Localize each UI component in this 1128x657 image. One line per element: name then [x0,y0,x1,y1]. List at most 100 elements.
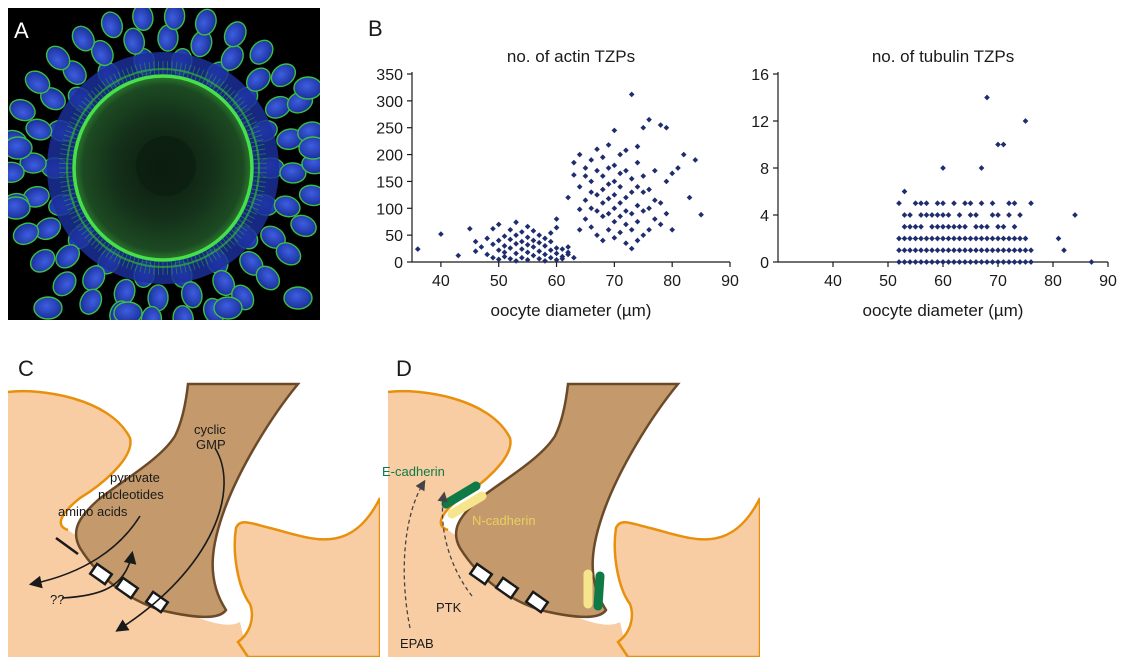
scatter-point [978,200,985,207]
scatter-point [1006,235,1012,242]
granulosa-nucleus [298,136,320,160]
y-tick-label: 0 [394,255,403,272]
scatter-point [675,165,681,171]
scatter-point [962,200,968,207]
label-gmp: GMP [196,437,226,452]
y-tick-label: 200 [376,148,403,165]
scatter-point [547,254,554,261]
actin-tzp-scatter: no. of actin TZPs 0 50 100 150 200 250 300 350 40… [376,47,739,320]
granulosa-nucleus [194,8,217,36]
scatter-point [582,173,589,179]
scatter-point [918,200,924,207]
scatter-point [542,235,548,242]
scatter-point [553,250,560,257]
scatter-point [490,225,496,232]
scatter-point [912,200,919,207]
granulosa-nucleus [290,214,317,238]
y-tick-label: 0 [760,255,769,272]
scatter-point [973,259,979,265]
scatter-point [553,224,560,231]
scatter-point [524,223,531,230]
scatter-point [513,232,519,238]
granulosa-nucleus [29,248,56,273]
x-tick-label: 50 [490,273,508,290]
scatter-point [1011,259,1018,265]
scatter-point [588,224,595,230]
scatter-point [652,197,658,204]
scatter-point [501,253,508,260]
diagram-c: cyclic GMP pyruvate nucleotides amino ac… [7,382,380,657]
scatter-point [646,205,652,212]
scatter-point [901,212,908,218]
granulosa-cell-right [613,497,760,657]
scatter-point [901,235,908,242]
scatter-point [652,216,658,222]
scatter-point [896,247,902,254]
scatter-point [559,255,566,262]
granulosa-nucleus [172,305,194,320]
scatter-point [896,235,902,242]
scatter-point [623,194,629,201]
scatter-point [1000,259,1007,265]
scatter-point [605,195,612,202]
scatter-point [594,208,600,214]
scatter-point [1022,247,1029,254]
granulosa-nucleus [82,265,106,291]
scatter-point [934,259,941,265]
granulosa-nucleus [71,25,95,52]
scatter-point [995,141,1001,148]
scatter-point [640,189,647,195]
y-tick-label: 100 [376,201,403,218]
scatter-point [628,245,635,252]
granulosa-cell-right [233,497,380,657]
scatter-point [698,211,704,218]
scatter-point [901,223,908,230]
scatter-point [547,247,554,254]
x-axis-label: oocyte diameter (µm) [491,301,652,320]
scatter-point [984,247,990,254]
scatter-point [617,170,623,177]
scatter-point [472,238,479,245]
scatter-point [617,200,623,206]
granulosa-nucleus [270,63,297,88]
scatter-point [686,194,693,201]
scatter-point [940,165,946,171]
scatter-point [940,235,946,242]
granulosa-nucleus [255,265,281,291]
scatter-point [605,165,612,171]
diagram-d: E-cadherin N-cadherin PTK EPAB [382,382,760,657]
scatter-point [553,245,560,251]
transzonal-projection [454,382,681,619]
granulosa-nucleus [279,162,307,184]
scatter-point [513,219,519,226]
scatter-point [1022,118,1029,124]
scatter-point [934,247,941,254]
y-tick-label: 8 [760,161,769,178]
scatter-point [519,229,525,235]
scatter-point [989,259,996,265]
y-tick-label: 300 [376,94,403,111]
x-axis-label: oocyte diameter (µm) [863,301,1024,320]
scatter-point [536,255,543,262]
scatter-point [617,213,623,220]
scatter-point [984,259,990,265]
scatter-point [956,259,963,265]
scatter-point [576,183,583,190]
scatter-point [495,247,502,254]
scatter-point [501,233,508,240]
gap-junctions [468,562,550,614]
scatter-point [640,208,647,214]
panel-label-b: B [368,16,383,41]
scatter-point [646,226,652,233]
granulosa-nucleus [163,8,186,31]
label-amino-acids: amino acids [58,504,128,519]
granulosa-nucleus [45,45,71,71]
scatter-point [571,159,577,166]
granulosa-nucleus [8,196,31,220]
granulosa-nucleus [8,136,33,160]
scatter-point [623,221,629,228]
x-tick-label: 60 [548,273,566,290]
granulosa-nucleus [24,70,51,94]
scatter-point [438,231,444,237]
granulosa-nucleus [52,271,77,297]
